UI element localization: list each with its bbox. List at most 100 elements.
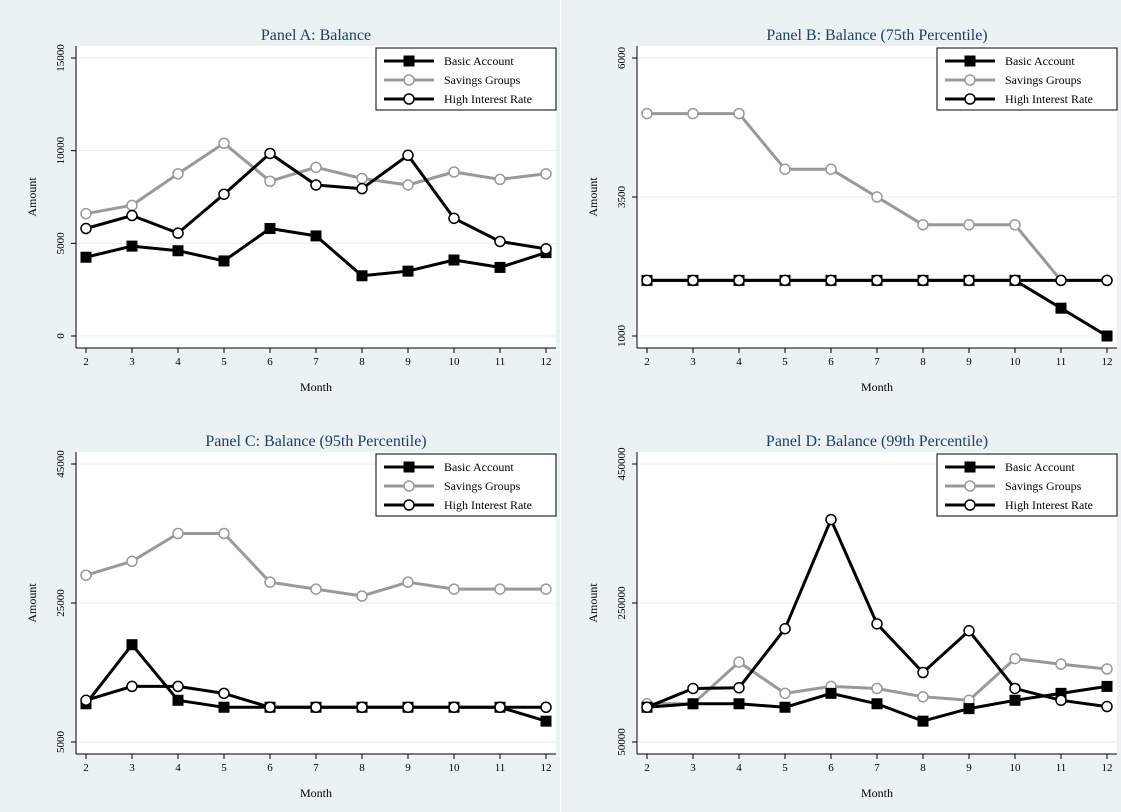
panel-a-legend-label-savings-groups: Savings Groups — [444, 73, 521, 87]
panel-d-point-savings-groups — [1009, 652, 1021, 665]
panel-d-legend-marker-savings-groups — [964, 480, 976, 492]
panel-b-legend-label-basic-account: Basic Account — [1005, 54, 1075, 68]
panel-a-x-tick-label: 3 — [129, 356, 135, 368]
panel-d-point-basic-account — [1101, 680, 1113, 692]
panel-c-x-tick-label: 7 — [313, 762, 319, 774]
panel-d-x-tick-label: 11 — [1056, 762, 1067, 774]
panel-c-y-tick-label: 25000 — [55, 589, 67, 617]
panel-d-y-axis-title: Amount — [586, 583, 600, 623]
panel-a-point-high-interest-rate — [494, 235, 506, 248]
panel-c-point-basic-account — [172, 694, 184, 706]
panel-a-x-tick-label: 4 — [175, 356, 181, 368]
panel-c-point-basic-account — [540, 715, 552, 727]
panel-d-legend-marker-basic-account — [964, 461, 976, 473]
panel-d-x-tick-label: 6 — [828, 762, 834, 774]
panel-b-legend-marker-high-interest-rate — [964, 93, 976, 105]
panel-a-x-tick-label: 12 — [541, 356, 552, 368]
panel-d-point-savings-groups — [779, 687, 791, 700]
panel-a-y-tick-label: 15000 — [55, 44, 67, 72]
panel-b-point-high-interest-rate — [733, 274, 745, 287]
panel-b-y-tick-label: 6000 — [616, 47, 628, 70]
panel-c-legend-label-high-interest-rate: High Interest Rate — [444, 498, 532, 512]
panel-b-legend-marker-basic-account — [964, 55, 976, 67]
panel-a-point-high-interest-rate — [540, 243, 552, 255]
panel-c-point-savings-groups — [264, 576, 276, 588]
panel-d-point-basic-account — [825, 687, 837, 699]
panel-d-y-tick-label: 450000 — [616, 447, 628, 481]
panel-a-point-basic-account — [494, 261, 506, 273]
panel-d-x-tick-label: 5 — [782, 762, 788, 774]
panel-a-point-savings-groups — [264, 175, 276, 187]
panel-a-point-savings-groups — [310, 161, 322, 174]
panel-d-point-high-interest-rate — [733, 682, 745, 694]
panel-c-point-high-interest-rate — [264, 701, 276, 713]
panel-c-point-high-interest-rate — [80, 694, 92, 707]
panel-c-svg: Panel C: Balance (95th Percentile)500025… — [25, 433, 557, 800]
panel-d-point-high-interest-rate — [687, 682, 699, 695]
panel-a-legend-label-high-interest-rate: High Interest Rate — [444, 92, 532, 106]
panel-c-point-high-interest-rate — [494, 701, 506, 713]
panel-b-point-savings-groups — [1009, 219, 1021, 231]
panel-d-svg: Panel D: Balance (99th Percentile) 50000 2… — [586, 433, 1118, 800]
panel-d-y-tick-label: 250000 — [616, 586, 628, 620]
panel-d-x-tick-label: 12 — [1102, 762, 1113, 774]
panel-b-y-tick-label: 1000 — [616, 325, 628, 348]
panel-a-point-high-interest-rate — [218, 188, 230, 200]
panel-a-point-high-interest-rate — [402, 149, 414, 162]
panel-c-point-high-interest-rate — [126, 680, 138, 693]
panel-c-x-axis-title: Month — [300, 786, 332, 800]
panel-c-title: Panel C: Balance (95th Percentile) — [205, 433, 426, 450]
panel-d-point-high-interest-rate — [871, 618, 883, 630]
panel-c-point-high-interest-rate — [402, 701, 414, 713]
panel-c-point-savings-groups — [448, 583, 460, 595]
panel-b-x-tick-label: 10 — [1010, 356, 1022, 368]
panel-b-x-tick-label: 9 — [966, 356, 972, 368]
panel-d-point-basic-account — [1009, 694, 1021, 706]
panel-b-point-savings-groups — [871, 191, 883, 203]
panel-b-point-savings-groups — [687, 107, 699, 120]
panel-d-point-basic-account — [963, 703, 975, 715]
panel-b-point-high-interest-rate — [779, 274, 791, 287]
panel-c-x-tick-label: 10 — [449, 762, 461, 774]
panel-b-x-tick-label: 3 — [690, 356, 696, 368]
panel-b-legend-marker-savings-groups — [964, 74, 976, 86]
panel-d-legend-label-high-interest-rate: High Interest Rate — [1005, 498, 1093, 512]
panel-a-title: Panel A: Balance — [261, 27, 371, 44]
panel-d-x-axis-title: Month — [861, 786, 893, 800]
panel-b-x-tick-label: 6 — [828, 356, 834, 368]
panel-c-x-tick-label: 5 — [221, 762, 227, 774]
panel-b-point-high-interest-rate — [1009, 274, 1021, 287]
panel-d-x-tick-label: 3 — [690, 762, 696, 774]
panel-a-y-axis-title: Amount — [25, 177, 39, 217]
panel-c-x-tick-label: 2 — [83, 762, 89, 774]
panel-a-y-tick-label: 0 — [55, 333, 67, 339]
panel-a-x-tick-label: 2 — [83, 356, 89, 368]
panel-a-x-tick-label: 8 — [359, 356, 365, 368]
panel-c-point-savings-groups — [402, 576, 414, 588]
panel-d-point-savings-groups — [1055, 658, 1067, 670]
panel-a-point-savings-groups — [80, 207, 92, 220]
panel-c-y-tick-label: 45000 — [55, 450, 67, 478]
panel-a-point-high-interest-rate — [356, 182, 368, 195]
panel-c-x-tick-label: 6 — [267, 762, 273, 774]
panel-a-point-high-interest-rate — [310, 179, 322, 191]
panel-b-x-tick-label: 5 — [782, 356, 788, 368]
panel-a-point-savings-groups — [402, 179, 414, 191]
panel-c-chart: Panel C: Balance (95th Percentile) 5000 25… — [0, 406, 560, 812]
panel-a-y-tick-label: 5000 — [55, 232, 67, 255]
panel-d-point-savings-groups — [871, 682, 883, 695]
panel-b-x-tick-label: 7 — [874, 356, 880, 368]
panel-b-point-savings-groups — [963, 219, 975, 231]
panel-c-point-high-interest-rate — [540, 701, 552, 713]
panel-b-chart: Panel B: Balance (75th Percentile) 1000 35… — [561, 0, 1121, 406]
panel-a-x-tick-label: 7 — [313, 356, 319, 368]
panel-b-point-savings-groups — [779, 163, 791, 175]
panel-a-x-tick-label: 10 — [449, 356, 461, 368]
panel-d-point-savings-groups — [917, 691, 929, 703]
panel-b-x-tick-label: 4 — [736, 356, 742, 368]
panel-b-x-tick-label: 2 — [644, 356, 650, 368]
panel-d-title: Panel D: Balance (99th Percentile) — [766, 433, 988, 450]
panel-d-point-high-interest-rate — [1055, 694, 1067, 707]
panel-a-point-savings-groups — [356, 172, 368, 185]
panel-d-point-high-interest-rate — [917, 666, 929, 679]
